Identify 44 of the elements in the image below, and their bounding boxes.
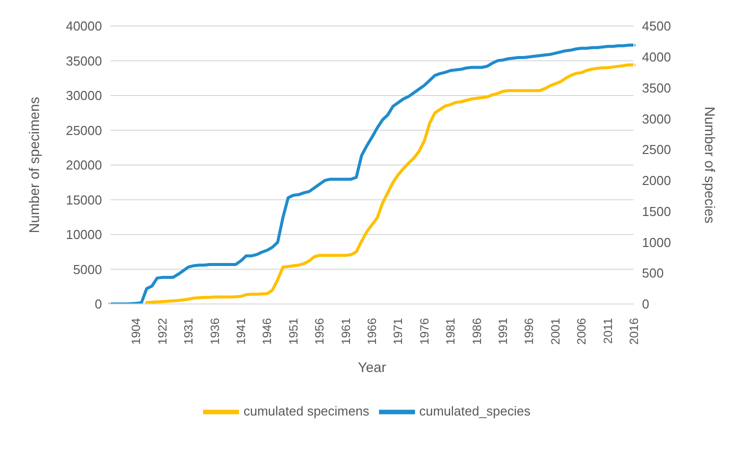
x-tick-label: 1996 [522, 318, 536, 345]
x-tick-label: 1946 [260, 318, 274, 345]
y-axis-title: Number of specimens [26, 96, 42, 234]
x-tick-label: 1936 [208, 318, 222, 345]
x-tick-label: 1991 [496, 318, 510, 345]
x-tick-label: 2001 [548, 318, 562, 345]
y2-axis-title: Number of species [702, 106, 718, 224]
x-tick-label: 1966 [365, 318, 379, 345]
x-axis-title: Year [358, 359, 386, 375]
x-tick-label: 1931 [182, 318, 196, 345]
y-tick-label: 35000 [66, 53, 102, 68]
y2-tick-label: 0 [642, 296, 650, 312]
x-tick-label: 1961 [338, 318, 353, 345]
y-tick-label: 15000 [66, 192, 102, 208]
x-tick-label: 1951 [286, 318, 300, 345]
x-tick-label: 2016 [627, 318, 641, 345]
x-tick-label: 1922 [155, 318, 170, 345]
x-tick-label: 1941 [234, 318, 248, 345]
x-tick-label: 1976 [417, 318, 432, 345]
y-tick-label: 0 [94, 296, 102, 312]
x-tick-label: 1904 [129, 318, 144, 345]
x-tick-label: 1971 [391, 318, 406, 345]
y-tick-label: 40000 [66, 18, 102, 34]
y2-tick-label: 500 [642, 266, 664, 281]
y2-tick-label: 2500 [642, 142, 671, 158]
y-tick-label: 20000 [66, 158, 102, 173]
x-tick-label: 2011 [600, 318, 615, 344]
y-tick-label: 5000 [73, 262, 102, 277]
x-tick-label: 2006 [574, 318, 589, 345]
y2-tick-label: 1500 [642, 204, 671, 219]
x-tick-label: 1986 [470, 318, 484, 345]
y-tick-label: 10000 [66, 227, 102, 242]
y2-tick-label: 3500 [642, 80, 671, 96]
y-tick-label: 30000 [66, 88, 102, 104]
y2-tick-label: 1000 [642, 234, 671, 250]
y-tick-label: 25000 [66, 122, 102, 138]
x-tick-label: 1956 [312, 318, 327, 345]
legend-label: cumulated_species [419, 403, 531, 418]
x-tick-label: 1981 [444, 318, 458, 345]
y2-tick-label: 3000 [642, 111, 671, 126]
legend-label: cumulated specimens [243, 403, 370, 418]
y2-tick-label: 4500 [642, 18, 671, 34]
y2-tick-label: 4000 [642, 50, 671, 65]
y2-tick-label: 2000 [642, 173, 671, 188]
